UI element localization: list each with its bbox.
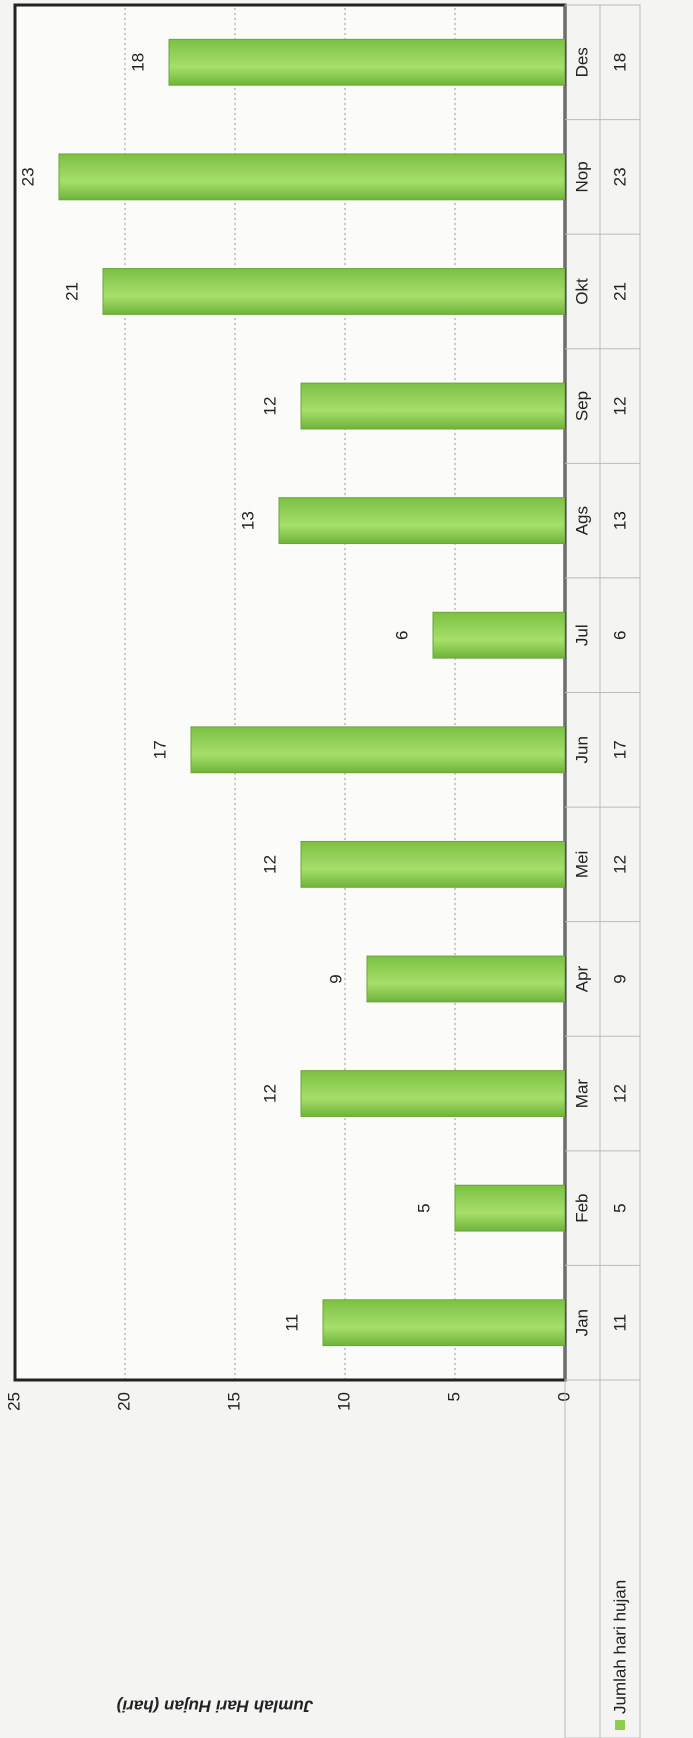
y-tick-label: 10 (334, 1392, 353, 1411)
data-label: 12 (260, 397, 279, 416)
data-label: 12 (260, 855, 279, 874)
bar (322, 1299, 566, 1347)
x-tick-label: Mei (572, 851, 591, 878)
data-label: 5 (414, 1203, 433, 1212)
bar (300, 840, 566, 888)
table-value: 23 (610, 167, 629, 186)
data-label: 12 (260, 1084, 279, 1103)
table-value: 12 (610, 397, 629, 416)
bar (58, 153, 566, 201)
rotated-chart: Jumlah Hari Hujan (hari) 0 5 10 15 20 25 Jumla… (4, 3, 641, 1738)
bar (366, 955, 566, 1003)
data-label: 11 (282, 1314, 301, 1332)
x-tick-label: Ags (572, 506, 591, 535)
bar (168, 38, 566, 86)
data-label: 17 (150, 740, 169, 759)
x-tick-label: Feb (572, 1193, 591, 1222)
bar (278, 497, 566, 545)
y-tick-label: 0 (554, 1392, 573, 1401)
y-tick-label: 20 (114, 1392, 133, 1411)
x-tick-label: Jan (572, 1309, 591, 1336)
x-tick-label: Okt (572, 278, 591, 305)
y-tick-label: 15 (224, 1392, 243, 1411)
x-tick-label: Nop (572, 161, 591, 192)
legend-label: Jumlah hari hujan (610, 1580, 629, 1714)
table-value: 12 (610, 1084, 629, 1103)
table-value: 11 (610, 1314, 629, 1332)
table-value: 5 (610, 1203, 629, 1212)
table-value: 17 (610, 740, 629, 759)
data-label: 21 (62, 282, 81, 301)
table-value: 12 (610, 855, 629, 874)
data-label: 18 (128, 53, 147, 72)
data-label: 13 (238, 511, 257, 530)
bar (190, 726, 566, 774)
x-tick-label: Jul (572, 624, 591, 646)
table-value: 18 (610, 53, 629, 72)
bar (300, 382, 566, 430)
data-label: 6 (392, 630, 411, 639)
bar (454, 1184, 566, 1232)
x-tick-label: Des (572, 47, 591, 77)
bar (300, 1070, 566, 1117)
x-tick-label: Mar (572, 1079, 591, 1109)
table-value: 13 (610, 511, 629, 530)
plot-area (15, 5, 565, 1380)
data-label: 23 (18, 167, 37, 186)
bar (102, 268, 566, 315)
y-axis-title: Jumlah Hari Hujan (hari) (116, 1697, 313, 1716)
table-value: 9 (610, 974, 629, 983)
x-tick-label: Sep (572, 391, 591, 421)
x-tick-label: Apr (572, 965, 591, 992)
x-tick-label: Jun (572, 736, 591, 763)
y-tick-label: 5 (444, 1392, 463, 1401)
table-value: 21 (610, 282, 629, 301)
table-value: 6 (610, 630, 629, 639)
y-tick-label: 25 (4, 1392, 23, 1411)
data-label: 9 (326, 974, 345, 983)
bar (432, 611, 566, 659)
legend-swatch (615, 1720, 625, 1730)
